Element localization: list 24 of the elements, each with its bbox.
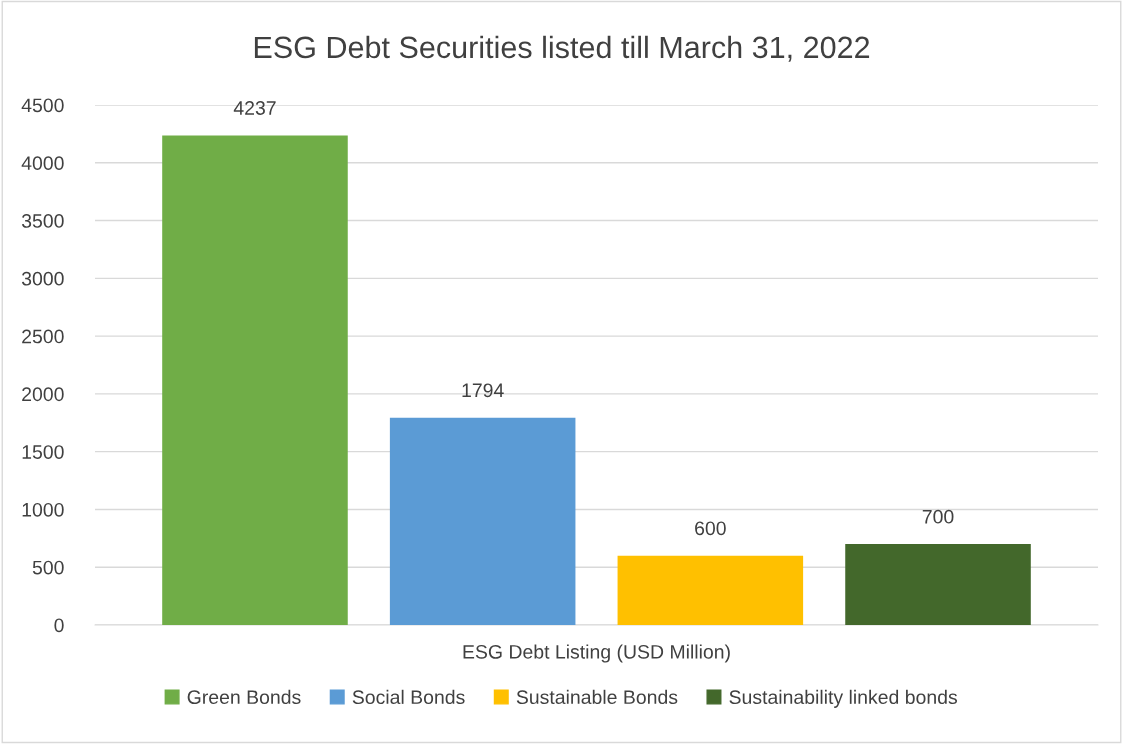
data-label: 4237 bbox=[233, 101, 276, 115]
legend-label: Sustainability linked bonds bbox=[729, 689, 958, 708]
y-tick-label: 4000 bbox=[21, 156, 64, 171]
y-tick-label: 1000 bbox=[22, 502, 64, 517]
data-label: 1794 bbox=[462, 383, 504, 398]
chart-title: ESG Debt Securities listed till March 31, 2022 bbox=[254, 35, 870, 62]
legend-label: Green Bonds bbox=[187, 689, 301, 705]
bar bbox=[162, 135, 348, 625]
legend-label: Sustainable Bonds bbox=[516, 689, 678, 705]
legend-label: Social Bonds bbox=[352, 689, 465, 705]
bar bbox=[389, 417, 576, 625]
y-tick-label: 3500 bbox=[21, 214, 64, 228]
x-tick-label: ESG Debt Listing (USD Million) bbox=[463, 644, 730, 663]
y-tick-label: 2500 bbox=[22, 329, 64, 344]
data-label: 700 bbox=[922, 509, 954, 524]
y-tick-label: 2000 bbox=[22, 387, 64, 402]
y-tick-label: 500 bbox=[32, 560, 64, 575]
y-tick-label: 3000 bbox=[21, 271, 64, 286]
y-tick-label: 4500 bbox=[21, 98, 64, 113]
y-tick-label: 0 bbox=[54, 618, 64, 633]
bar bbox=[845, 544, 1031, 625]
y-tick-label: 1500 bbox=[22, 445, 64, 459]
data-label: 600 bbox=[695, 521, 726, 536]
bar bbox=[617, 555, 804, 625]
